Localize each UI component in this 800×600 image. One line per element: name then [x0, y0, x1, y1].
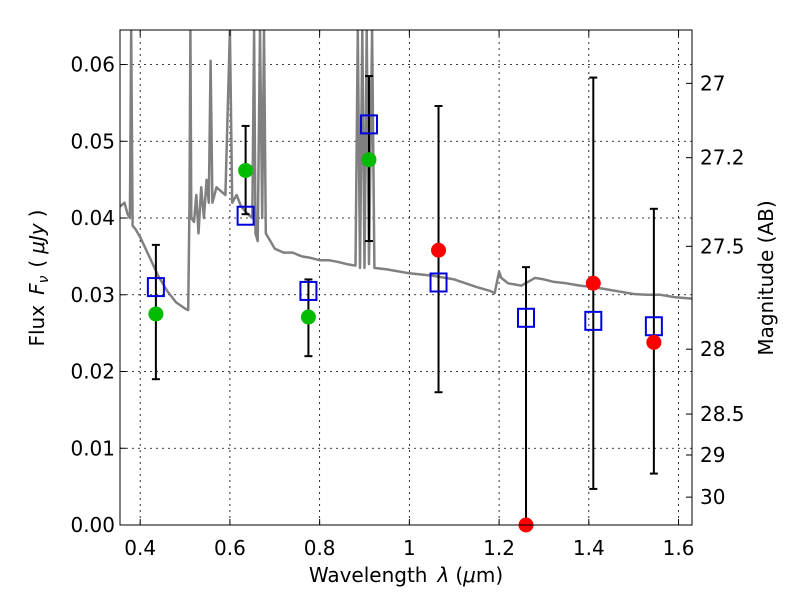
- x-tick-label: 0.8: [304, 536, 336, 560]
- model-point: [146, 277, 165, 298]
- y-tick-label: 0.03: [70, 283, 115, 307]
- model-point: [429, 272, 448, 293]
- model-point: [517, 307, 536, 328]
- axis-ticks: 0.4 0.6 0.8 1 1.2 1.4 1.6 0.00 0.01 0.02 0.03 0.04 0…: [70, 30, 745, 560]
- y-tick-label: 0.04: [70, 206, 115, 230]
- x-tick-label: 1: [403, 536, 416, 560]
- observed-point-detected: [148, 306, 164, 322]
- observed-point-upper-limit: [646, 334, 662, 350]
- y-tick-label: 0.06: [70, 53, 115, 77]
- mag-tick-label: 27: [700, 71, 725, 95]
- mag-tick-label: 30: [700, 485, 725, 509]
- mag-tick-label: 29: [700, 443, 725, 467]
- x-tick-label: 1.4: [573, 536, 605, 560]
- mag-tick-label: 28.5: [700, 402, 745, 426]
- y-axis-label: FluxFν(μJy): [25, 209, 52, 346]
- y-tick-label: 0.05: [70, 129, 115, 153]
- observed-points: [148, 152, 662, 533]
- x-tick-label: 0.6: [214, 536, 246, 560]
- x-tick-label: 1.6: [663, 536, 695, 560]
- y-tick-label: 0.02: [70, 360, 115, 384]
- grid: [120, 30, 692, 526]
- model-point: [236, 205, 255, 226]
- model-point: [299, 280, 318, 301]
- plot-frame: [119, 29, 693, 526]
- template-spectrum: [120, 30, 692, 312]
- model-point: [584, 310, 603, 331]
- y-tick-label: 0.01: [70, 436, 115, 460]
- observed-point-detected: [300, 309, 316, 325]
- y2-axis-label: Magnitude (AB): [754, 200, 778, 355]
- x-axis-label: Wavelength λ (μm): [309, 563, 503, 587]
- mag-tick-label: 27.2: [700, 146, 745, 170]
- observed-point-upper-limit: [585, 275, 601, 291]
- x-tick-label: 0.4: [124, 536, 156, 560]
- y-tick-label: 0.00: [70, 513, 115, 537]
- model-points: [146, 114, 663, 337]
- observed-point-upper-limit: [431, 242, 447, 258]
- observed-point-detected: [238, 162, 254, 178]
- observed-point-detected: [361, 152, 377, 168]
- mag-tick-label: 27.5: [700, 234, 745, 258]
- template-spectrum-line: [120, 30, 692, 312]
- x-tick-label: 1.2: [483, 536, 515, 560]
- model-point: [359, 114, 378, 135]
- mag-tick-label: 28: [700, 337, 725, 361]
